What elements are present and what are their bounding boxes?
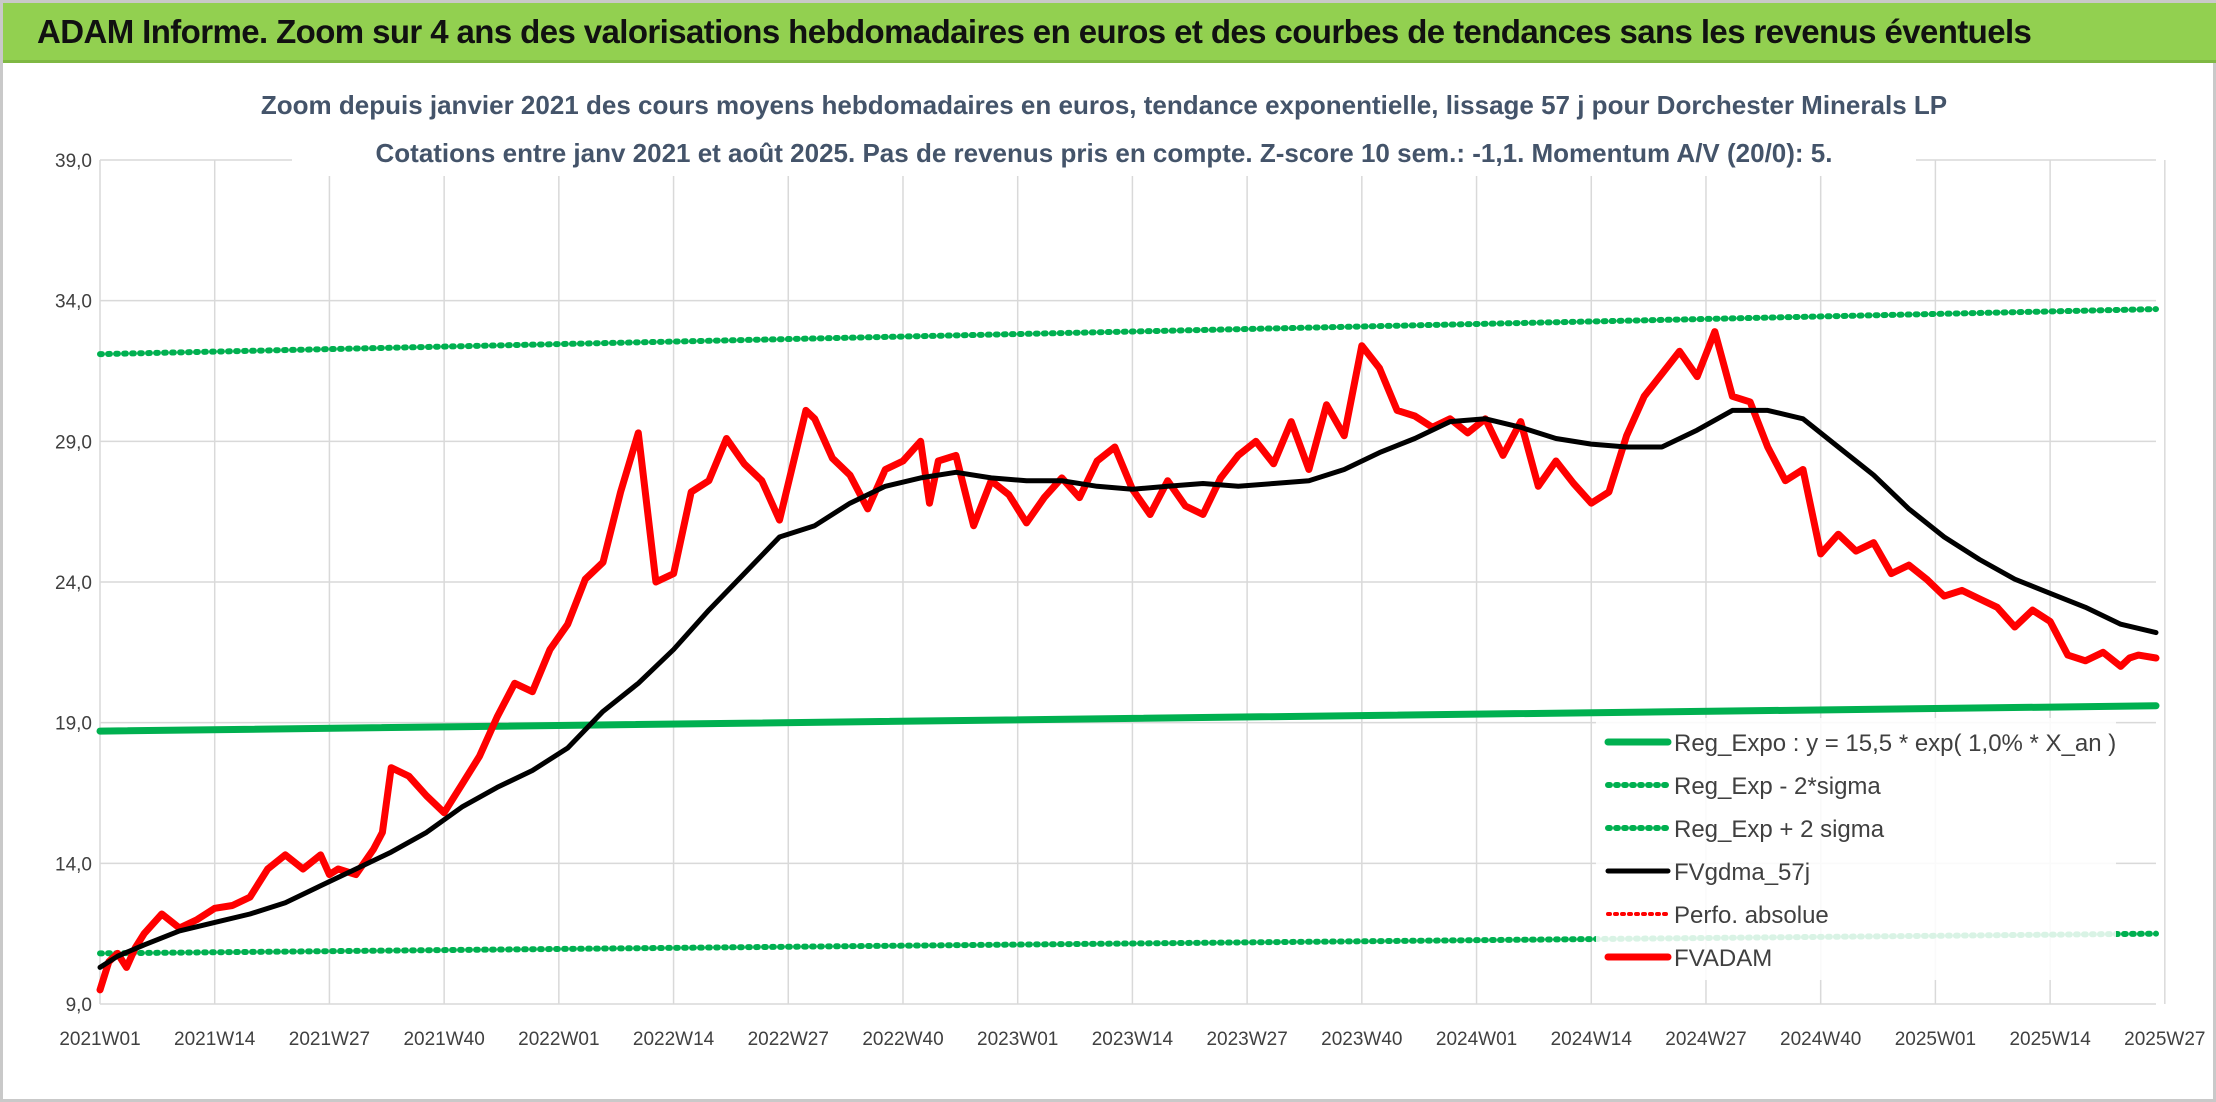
legend-item-reg-exp-minus: Reg_Exp - 2*sigma — [1605, 773, 1881, 800]
series-reg-expo — [96, 702, 2160, 735]
legend-item-reg-exp-plus: Reg_Exp + 2 sigma — [1605, 816, 1885, 843]
page-title: ADAM Informe. Zoom sur 4 ans des valoris… — [37, 13, 2032, 50]
legend-item-reg-expo: Reg_Expo : y = 15,5 * exp( 1,0% * X_an ) — [1604, 730, 2116, 757]
y-tick-label: 29,0 — [55, 432, 92, 453]
header-banner: ADAM Informe. Zoom sur 4 ans des valoris… — [3, 3, 2216, 63]
legend-item-perfo-absolue: Perfo. absolue — [1606, 902, 1829, 929]
x-tick-label: 2023W14 — [1092, 1029, 1174, 1050]
legend-label: Reg_Exp - 2*sigma — [1674, 773, 1881, 800]
chart-subtitle-line-1: Zoom depuis janvier 2021 des cours moyen… — [261, 90, 1947, 120]
x-tick-label: 2021W01 — [59, 1029, 140, 1050]
x-tick-label: 2021W27 — [289, 1029, 370, 1050]
y-tick-label: 34,0 — [55, 292, 92, 313]
legend-item-fvgdma: FVgdma_57j — [1605, 859, 1810, 886]
x-tick-label: 2023W01 — [977, 1029, 1058, 1050]
series-fvadam — [96, 328, 2160, 994]
legend-label: Reg_Exp + 2 sigma — [1674, 816, 1885, 843]
series-fvgdma-57j — [97, 407, 2159, 970]
x-tick-label: 2022W40 — [862, 1029, 943, 1050]
chart-subtitle-line-2: Cotations entre janv 2021 et août 2025. … — [376, 138, 1833, 168]
y-tick-label: 24,0 — [55, 573, 92, 594]
y-tick-label: 14,0 — [55, 854, 92, 875]
x-tick-label: 2024W27 — [1665, 1029, 1746, 1050]
legend-item-fvadam: FVADAM — [1604, 945, 1772, 972]
x-tick-label: 2023W40 — [1321, 1029, 1402, 1050]
x-tick-label: 2024W14 — [1551, 1029, 1633, 1050]
y-tick-label: 19,0 — [55, 714, 92, 735]
y-tick-label: 39,0 — [55, 151, 92, 172]
legend-label: FVADAM — [1674, 945, 1772, 972]
x-axis-tick-labels: 2021W01 2021W14 2021W27 2021W40 2022W01 2022W… — [59, 1029, 2205, 1050]
x-tick-label: 2024W40 — [1780, 1029, 1861, 1050]
x-tick-label: 2025W01 — [1895, 1029, 1976, 1050]
legend-background — [1596, 718, 2116, 980]
x-tick-label: 2022W14 — [633, 1029, 715, 1050]
legend: Reg_Expo : y = 15,5 * exp( 1,0% * X_an )… — [1596, 718, 2116, 980]
x-tick-label: 2021W14 — [174, 1029, 256, 1050]
x-tick-label: 2024W01 — [1436, 1029, 1517, 1050]
x-tick-label: 2022W27 — [748, 1029, 829, 1050]
series-reg-exp-plus-2sigma — [97, 306, 2159, 358]
x-tick-label: 2025W14 — [2009, 1029, 2091, 1050]
y-axis-tick-labels: 9,0 14,0 19,0 24,0 29,0 34,0 39,0 — [55, 151, 92, 1016]
subtitle-background — [292, 84, 1916, 176]
x-tick-label: 2025W27 — [2124, 1029, 2205, 1050]
y-tick-label: 9,0 — [66, 995, 92, 1016]
x-tick-label: 2023W27 — [1206, 1029, 1287, 1050]
x-tick-label: 2022W01 — [518, 1029, 599, 1050]
legend-label: Perfo. absolue — [1674, 902, 1829, 929]
legend-label: FVgdma_57j — [1674, 859, 1810, 886]
series-lines — [96, 306, 2160, 994]
x-tick-label: 2021W40 — [403, 1029, 484, 1050]
legend-label: Reg_Expo : y = 15,5 * exp( 1,0% * X_an ) — [1674, 730, 2116, 757]
